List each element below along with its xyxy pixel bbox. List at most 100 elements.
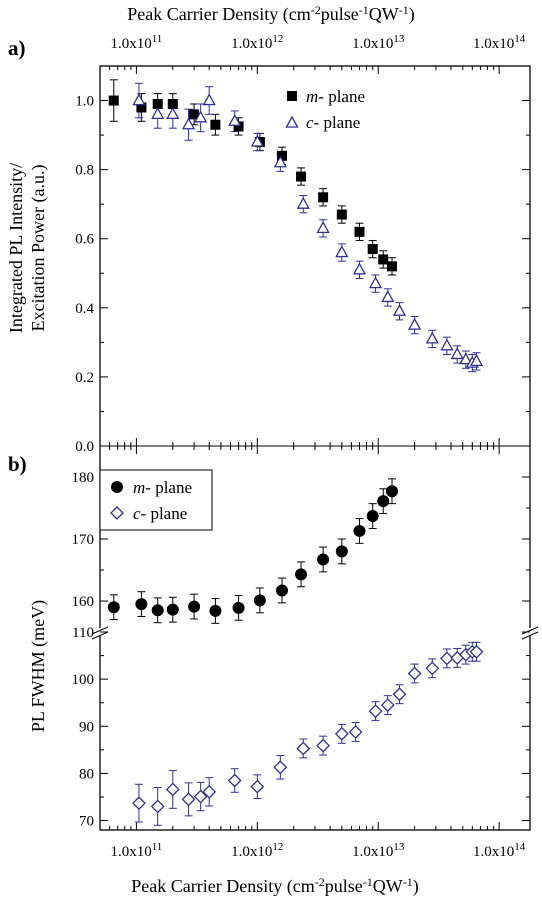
point-b-m-plane [275,584,288,597]
legend-a-m-marker [287,91,297,101]
point-b-m-plane [107,601,120,614]
x-tick-exponent: 13 [393,841,405,853]
point-b-m-plane [253,594,266,607]
legend-b: m- plane c- plane [99,469,213,531]
point-b-m-plane [385,485,398,498]
point-a-c-plane [166,107,180,120]
x-tick-label-top: 1.0x1013 [352,33,405,52]
x-tick-label-bottom: 1.0x1011 [110,841,162,860]
bottom-axis-title-exp3: -1 [403,875,413,889]
x-tick-mantissa: 1.0x10 [352,844,393,860]
legend-b-m-marker [111,481,123,493]
y-tick-label-b: 90 [79,719,94,735]
top-axis-title-qw: QW [369,4,399,24]
x-tick-mantissa: 1.0x10 [352,36,393,52]
point-a-c-plane [181,117,196,130]
point-b-m-plane [317,553,330,566]
point-b-c-plane [407,666,422,681]
point-a-m-plane [318,192,329,203]
point-b-m-plane [353,524,366,537]
point-a-c-plane [151,107,165,120]
point-a-m-plane [378,254,389,265]
top-axis-title-pulse: pulse [321,4,359,24]
y-tick-label-b: 80 [79,766,94,782]
point-a-m-plane [296,171,307,182]
x-tick-label-top: 1.0x1014 [473,33,526,52]
legend-a-c-rest: - plane [314,113,361,132]
y-tick-label-b: 70 [79,814,94,830]
legend-a-m-label: m- plane [306,87,365,106]
point-b-c-plane [165,782,180,797]
point-a-c-plane [316,221,330,234]
x-tick-mantissa: 1.0x10 [231,36,272,52]
point-a-c-plane [392,303,407,316]
x-tick-label-bottom: 1.0x1014 [473,841,526,860]
panel-b-ylabel: PL FWHM (meV) [28,600,49,732]
panel-a-label: a) [8,36,26,60]
point-a-c-plane [132,93,146,106]
y-tick-label-b: 110 [72,625,94,641]
point-a-c-plane [440,338,454,351]
y-tick-label-b: 170 [72,532,95,548]
legend-a-c-label: c- plane [306,113,360,132]
point-a-c-plane [202,93,216,106]
point-a-m-plane [276,150,287,161]
point-a-c-plane [352,262,367,275]
x-tick-exponent: 12 [272,841,283,853]
point-b-m-plane [151,604,164,617]
point-a-m-plane [136,102,147,113]
point-b-c-plane [380,698,395,712]
point-a-c-plane [408,317,422,330]
legend-b-m-label: m- plane [133,478,192,497]
point-a-c-plane [381,290,395,303]
axis-ticks: 1.0x10111.0x10111.0x10121.0x10121.0x1013… [72,33,530,860]
point-a-c-plane [459,352,473,365]
point-b-c-plane [273,760,288,775]
point-b-c-plane [296,741,311,756]
top-axis-title-exp2: -1 [359,3,369,17]
bottom-axis-title: Peak Carrier Density (cm-2pulse-1QW-1) [131,875,418,897]
point-b-c-plane [392,687,407,702]
x-tick-label-bottom: 1.0x1012 [231,841,283,860]
data-markers [107,93,484,814]
point-a-c-plane [228,113,242,126]
panel-a-ylabel-line2: Excitation Power (a.u.) [28,165,49,332]
x-tick-mantissa: 1.0x10 [231,844,272,860]
point-b-c-plane [368,704,383,719]
point-a-c-plane [450,347,464,360]
point-a-c-plane [335,245,349,258]
bottom-axis-title-exp2: -1 [363,875,373,889]
legend-a-c-marker [285,115,299,128]
point-a-c-plane [469,354,484,367]
point-b-c-plane [316,738,331,753]
x-tick-exponent: 11 [152,33,163,45]
y-tick-label-a: 0.4 [75,301,94,317]
point-a-m-plane [189,109,200,120]
top-axis-title-exp1: -2 [311,3,321,17]
point-b-m-plane [135,598,148,611]
point-a-c-plane [296,196,310,209]
point-a-m-plane [210,119,221,130]
y-tick-label-a: 0.8 [75,163,94,179]
bottom-axis-title-exp1: -2 [315,875,325,889]
y-tick-label-b: 160 [72,594,95,610]
x-tick-label-bottom: 1.0x1013 [352,841,405,860]
x-tick-exponent: 11 [152,841,163,853]
panel-a-ylabel-line1: Integrated PL Intensity/ [6,163,26,333]
point-b-m-plane [232,601,245,614]
y-tick-label-b: 100 [72,672,95,688]
bottom-axis-title-qw: QW [373,876,403,896]
legend-a-m-rest: - plane [318,87,365,106]
point-a-m-plane [367,244,378,255]
point-b-m-plane [166,603,179,616]
point-a-m-plane [354,226,365,237]
x-tick-mantissa: 1.0x10 [473,36,514,52]
panel-b-label: b) [8,452,27,476]
y-tick-label-a: 0.0 [75,439,94,455]
point-b-m-plane [188,600,201,613]
bottom-axis-title-close: ) [413,876,419,897]
point-b-c-plane [132,796,146,811]
point-b-c-plane [181,792,196,807]
x-tick-exponent: 14 [514,33,526,45]
